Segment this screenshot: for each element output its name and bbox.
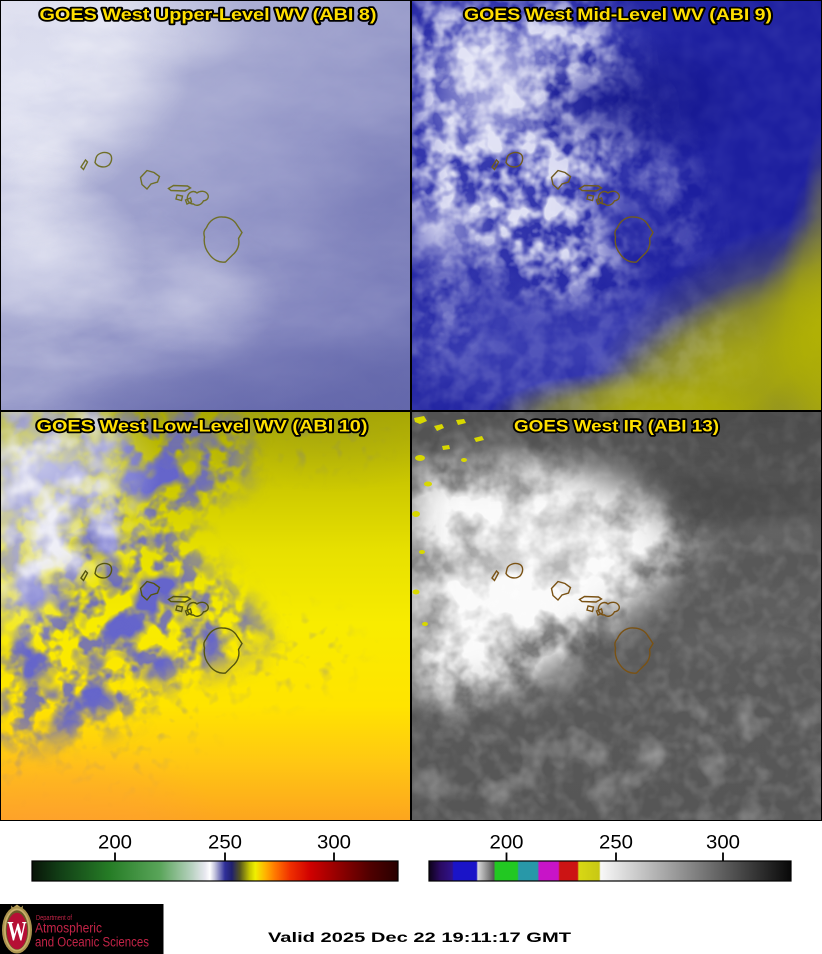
svg-text:Atmospheric: Atmospheric	[35, 921, 102, 936]
svg-text:Department of: Department of	[36, 915, 72, 922]
svg-text:250: 250	[599, 832, 633, 854]
svg-text:300: 300	[317, 832, 351, 854]
svg-text:GOES West Low-Level WV (ABI 10: GOES West Low-Level WV (ABI 10)	[37, 417, 368, 436]
svg-text:Valid 2025 Dec 22 19:11:17 GMT: Valid 2025 Dec 22 19:11:17 GMT	[268, 929, 572, 945]
svg-text:W: W	[7, 917, 27, 947]
svg-text:and Oceanic Sciences: and Oceanic Sciences	[35, 935, 149, 950]
svg-text:200: 200	[490, 832, 524, 854]
svg-text:300: 300	[706, 832, 740, 854]
svg-text:GOES West IR (ABI 13): GOES West IR (ABI 13)	[514, 417, 719, 436]
svg-text:GOES West Upper-Level WV (ABI: GOES West Upper-Level WV (ABI 8)	[40, 5, 377, 24]
svg-text:250: 250	[208, 832, 242, 854]
svg-text:GOES West Mid-Level WV (ABI 9): GOES West Mid-Level WV (ABI 9)	[464, 5, 772, 24]
svg-text:200: 200	[98, 832, 132, 854]
